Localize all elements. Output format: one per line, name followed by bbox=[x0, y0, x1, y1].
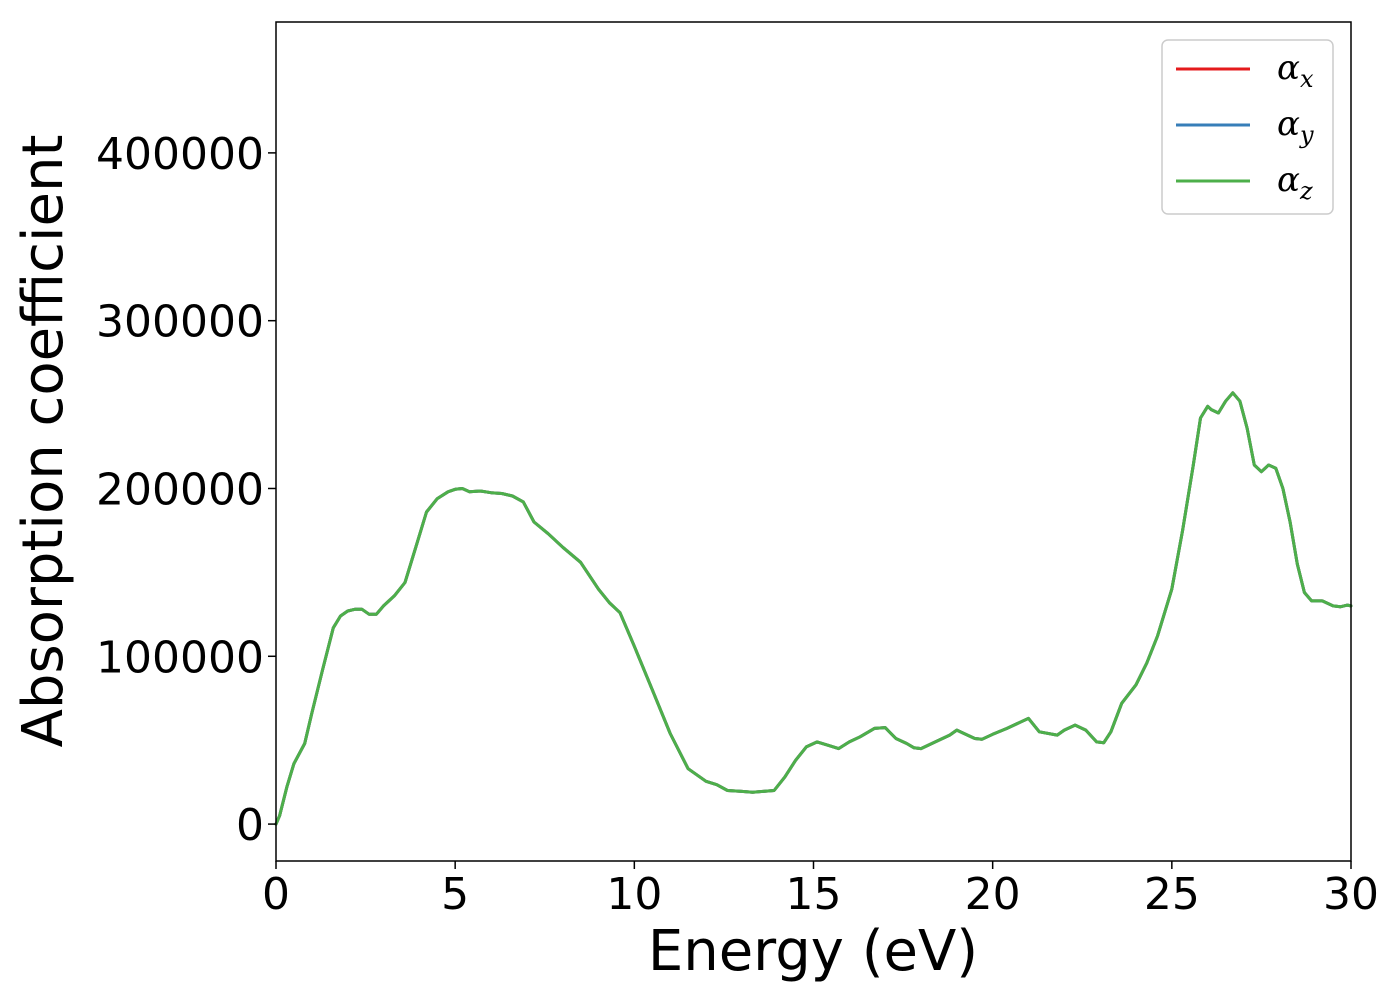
plot-area bbox=[274, 21, 1353, 862]
y-tick-label: 200000 bbox=[96, 464, 264, 515]
x-tick-label: 0 bbox=[262, 869, 290, 920]
y-tick-label: 300000 bbox=[96, 297, 264, 348]
x-tick-label: 15 bbox=[786, 869, 842, 920]
y-axis: 0 100000 200000 300000 400000 bbox=[96, 129, 276, 851]
x-tick-label: 25 bbox=[1144, 869, 1200, 920]
legend-subscript: z bbox=[1299, 177, 1313, 205]
legend-label: αz bbox=[1277, 160, 1313, 205]
y-tick-label: 400000 bbox=[96, 129, 264, 180]
legend-symbol: α bbox=[1277, 160, 1300, 200]
series-layer bbox=[274, 391, 1353, 826]
x-tick-label: 30 bbox=[1323, 869, 1379, 920]
series-line-2 bbox=[274, 391, 1353, 826]
legend-symbol: α bbox=[1277, 104, 1300, 144]
legend-frame bbox=[1161, 39, 1334, 215]
x-axis-title: Energy (eV) bbox=[648, 919, 978, 984]
x-tick-label: 5 bbox=[441, 869, 469, 920]
x-tick-label: 20 bbox=[965, 869, 1021, 920]
legend-label: αy bbox=[1277, 104, 1314, 149]
legend-subscript: y bbox=[1299, 121, 1314, 149]
x-tick-label: 10 bbox=[606, 869, 662, 920]
y-axis-title: Absorption coefficient bbox=[11, 135, 76, 748]
y-tick-label: 0 bbox=[236, 800, 264, 851]
legend-label: αx bbox=[1277, 48, 1314, 93]
y-tick-label: 100000 bbox=[96, 632, 264, 683]
legend-symbol: α bbox=[1277, 48, 1300, 88]
legend-subscript: x bbox=[1300, 65, 1314, 93]
x-axis: 0 5 10 15 20 25 30 bbox=[262, 861, 1379, 920]
